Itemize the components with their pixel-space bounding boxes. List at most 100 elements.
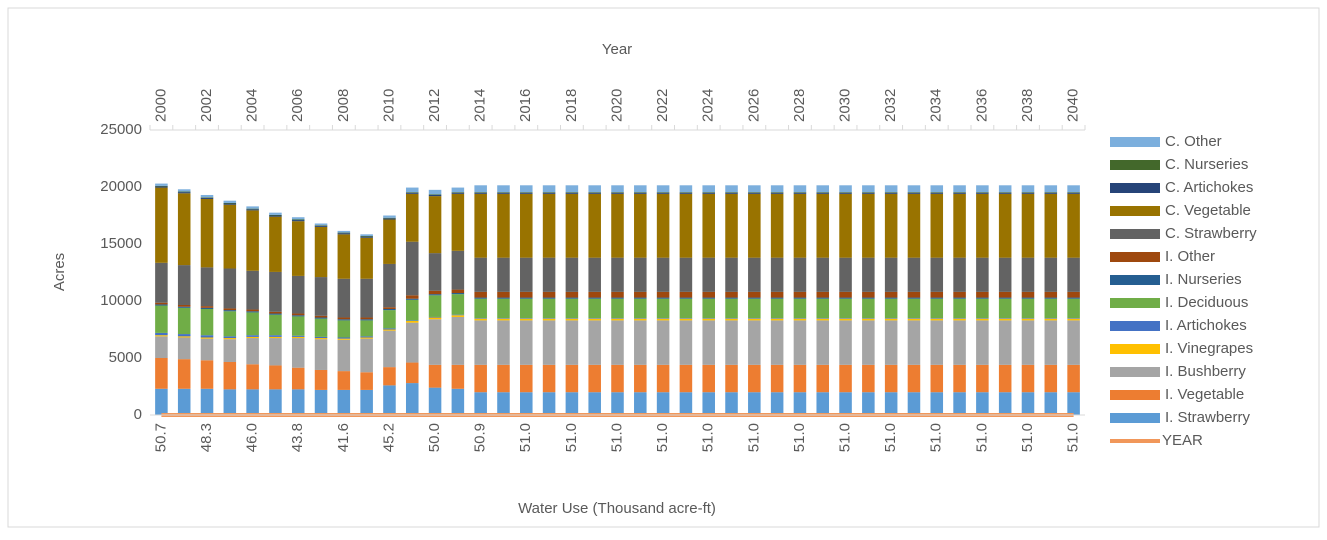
y-tick-label: 25000 [100, 121, 142, 138]
bar-segment [269, 212, 282, 215]
bar-segment [634, 192, 647, 193]
bar-segment [656, 318, 670, 319]
bar-segment [725, 318, 738, 321]
bar-segment [839, 298, 852, 319]
y-tick-label: 20000 [100, 178, 142, 195]
bar-segment [611, 364, 624, 393]
bar-segment [177, 336, 191, 338]
bar-segment [497, 392, 510, 415]
bar-segment [998, 185, 1012, 193]
bar-segment [451, 315, 465, 317]
bar-segment [565, 392, 579, 415]
bar-segment [793, 193, 807, 258]
bar-segment [451, 192, 465, 193]
x-tick-label: 46.0 [244, 423, 261, 452]
bar-segment [291, 336, 305, 339]
bar-segment [1021, 392, 1035, 415]
bar-segment [634, 297, 647, 299]
bar-segment [291, 367, 305, 390]
bar-segment [1021, 318, 1035, 321]
bar-segment [360, 337, 373, 339]
bar-segment [748, 257, 761, 292]
bar-segment [246, 309, 259, 312]
bar-segment [884, 291, 898, 298]
x-tick-label: 51.0 [608, 423, 625, 452]
bar-segment [428, 253, 442, 291]
bar-segment [155, 262, 168, 303]
bar-segment [611, 297, 624, 299]
bar-segment [405, 187, 419, 193]
bar-segment [634, 193, 647, 258]
bar-segment [405, 299, 419, 321]
bar-segment [428, 196, 442, 254]
x-tick-label: 50.0 [426, 423, 443, 452]
bar-segment [930, 192, 944, 194]
bar-segment [930, 392, 944, 415]
bar-segment [337, 234, 351, 279]
top-tick-label: 2038 [1019, 89, 1036, 122]
bar-segment [497, 318, 510, 319]
bar-segment [360, 278, 373, 318]
bar-segment [930, 257, 944, 292]
x-tick-label: 41.6 [335, 423, 352, 452]
bar-segment [291, 315, 305, 317]
bar-segment [223, 336, 237, 339]
bar-segment [1067, 297, 1080, 299]
legend-swatch [1110, 137, 1160, 147]
y-tick-label: 10000 [100, 292, 142, 309]
bar-segment [656, 320, 670, 365]
bar-segment [497, 192, 510, 193]
bar-segment [702, 364, 715, 393]
bar-segment [862, 291, 875, 298]
bar-segment [976, 392, 989, 415]
bar-segment [497, 193, 510, 258]
bar-segment [155, 388, 168, 415]
bar-segment [155, 358, 168, 389]
bar-segment [451, 294, 465, 315]
bar-segment [998, 364, 1012, 393]
bar-segment [748, 320, 761, 365]
bar-segment [383, 263, 396, 308]
bar-segment [702, 192, 715, 194]
bar-segment [451, 293, 465, 295]
bar-segment [611, 193, 624, 258]
bar-segment [542, 291, 556, 298]
bar-segment [679, 297, 693, 299]
bar-segment [314, 223, 328, 226]
bar-segment [816, 185, 830, 193]
bar-segment [748, 193, 761, 258]
top-tick-label: 2036 [973, 89, 990, 122]
bar-segment [702, 185, 715, 193]
bar-segment [793, 297, 807, 299]
bar-segment [770, 392, 784, 415]
y-axis-title: Acres [51, 253, 68, 291]
bar-segment [565, 320, 579, 365]
bar-segment [520, 192, 533, 194]
x-tick-label: 51.0 [882, 423, 899, 452]
bar-segment [405, 193, 419, 242]
bar-segment [155, 183, 168, 186]
bar-segment [565, 185, 579, 193]
bar-segment [428, 194, 442, 197]
bar-segment [793, 364, 807, 393]
bar-segment [565, 257, 579, 292]
bar-segment [634, 320, 647, 365]
y-tick-label: 0 [134, 406, 142, 423]
bar-segment [542, 193, 556, 258]
bar-segment [884, 364, 898, 393]
bar-segment [679, 318, 693, 321]
bar-segment [588, 257, 601, 292]
bar-segment [542, 318, 556, 321]
bar-segment [497, 318, 510, 321]
bar-segment [405, 241, 419, 296]
x-tick-label: 51.0 [837, 423, 854, 452]
bar-segment [383, 385, 396, 415]
bar-segment [405, 298, 419, 300]
bar-segment [497, 192, 510, 194]
bar-segment [497, 291, 510, 298]
bar-segment [223, 200, 237, 203]
bar-segment [405, 322, 419, 363]
bar-segment [223, 361, 237, 390]
bar-segment [884, 192, 898, 193]
bar-segment [269, 313, 282, 315]
